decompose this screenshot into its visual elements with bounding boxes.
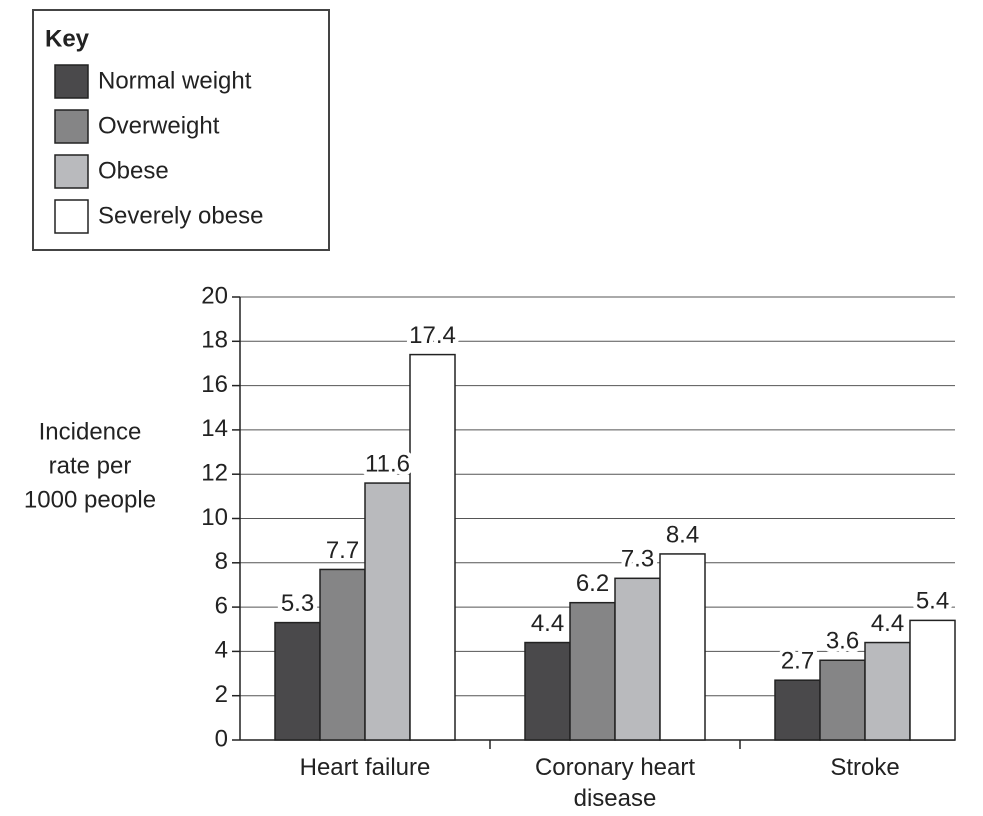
bar — [614, 577, 661, 741]
value-label: 11.6 — [365, 450, 410, 477]
y-axis-label: 1000 people — [24, 486, 156, 513]
legend-swatch — [54, 199, 89, 234]
bar — [319, 568, 366, 741]
y-tick-label: 2 — [215, 681, 228, 708]
bar — [524, 641, 571, 741]
legend-label: Obese — [98, 157, 169, 184]
legend-swatch — [54, 109, 89, 144]
bar — [909, 619, 956, 741]
y-tick-label: 16 — [201, 371, 228, 398]
y-axis-label: Incidence — [39, 418, 142, 445]
legend-swatch — [54, 64, 89, 99]
value-label: 17.4 — [409, 322, 456, 349]
x-tick-label: Coronary heart disease — [534, 754, 696, 812]
legend-label: Normal weight — [98, 67, 252, 94]
legend-title: Key — [45, 25, 90, 52]
legend-label: Severely obese — [98, 202, 263, 229]
y-tick-label: 6 — [215, 592, 228, 619]
value-label: 7.7 — [326, 537, 359, 564]
x-tick-label: Stroke — [830, 754, 900, 781]
value-label: 2.7 — [781, 648, 814, 675]
y-tick-label: 18 — [201, 327, 228, 354]
value-label: 8.4 — [666, 521, 699, 548]
value-label: 4.4 — [531, 610, 564, 637]
value-label: 4.4 — [871, 610, 904, 637]
bar — [864, 641, 911, 741]
value-label: 7.3 — [621, 546, 654, 573]
y-tick-label: 4 — [215, 637, 228, 664]
y-tick-label: 0 — [215, 725, 228, 752]
legend-label: Overweight — [98, 112, 220, 139]
bar — [659, 553, 706, 741]
bar — [819, 659, 866, 741]
x-tick-label: Heart failure — [299, 754, 431, 781]
value-label: 3.6 — [826, 628, 859, 655]
y-tick-label: 10 — [201, 504, 228, 531]
value-label: 5.3 — [281, 590, 314, 617]
y-tick-label: 14 — [201, 415, 228, 442]
value-label: 5.4 — [916, 588, 949, 615]
y-tick-label: 8 — [215, 548, 228, 575]
bar — [409, 353, 456, 741]
bar — [774, 679, 821, 741]
y-tick-label: 12 — [201, 460, 228, 487]
legend-swatch — [54, 154, 89, 189]
bar — [569, 601, 616, 741]
bar — [364, 482, 411, 741]
value-label: 6.2 — [576, 570, 609, 597]
y-axis-label: rate per — [49, 452, 132, 479]
y-tick-label: 20 — [201, 282, 228, 309]
bar — [274, 621, 321, 741]
